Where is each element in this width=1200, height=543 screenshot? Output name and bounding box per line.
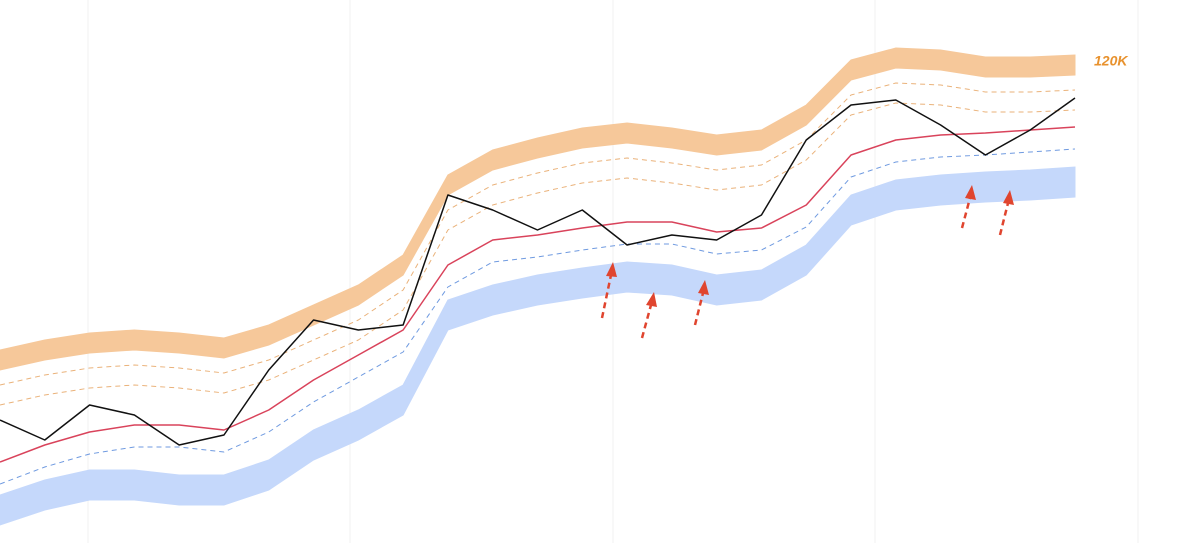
arrow bbox=[600, 274, 613, 319]
series-line bbox=[0, 126, 1076, 463]
series-line bbox=[0, 82, 1076, 386]
arrow-head bbox=[646, 292, 657, 307]
arrow bbox=[998, 202, 1010, 236]
series-line bbox=[0, 102, 1076, 406]
arrow-head bbox=[1003, 190, 1014, 205]
series-line bbox=[0, 97, 1076, 446]
arrow-head bbox=[698, 280, 709, 295]
band bbox=[0, 47, 1076, 371]
arrow bbox=[693, 292, 705, 326]
arrows bbox=[600, 185, 1014, 339]
annotation: 120K bbox=[1094, 53, 1128, 69]
arrow-head bbox=[965, 185, 976, 200]
band bbox=[0, 166, 1076, 526]
series-line bbox=[0, 148, 1076, 485]
plot bbox=[0, 47, 1076, 526]
arrow-head bbox=[606, 262, 617, 277]
arrow bbox=[960, 197, 972, 229]
arrow bbox=[640, 304, 653, 339]
